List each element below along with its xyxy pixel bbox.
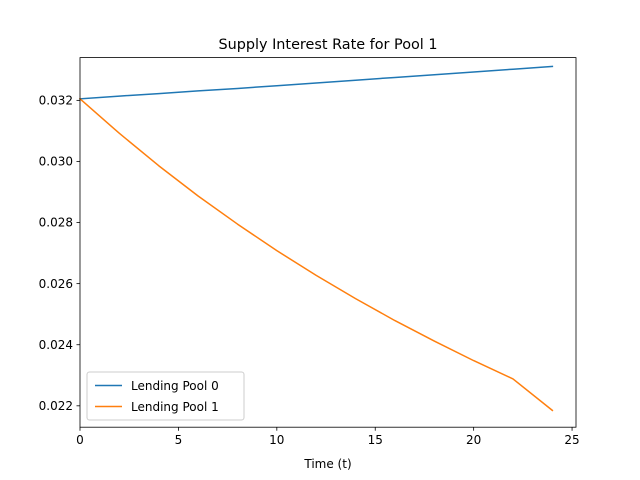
- series-line-1: [78, 97, 554, 412]
- axes-frame: [79, 57, 577, 428]
- legend: Lending Pool 0 Lending Pool 1: [86, 371, 245, 421]
- y-axis: 0.022 0.024 0.026 0.028 0.030 0.032: [39, 94, 80, 413]
- x-axis-label: Time (t): [303, 457, 351, 471]
- x-tick-label: 20: [466, 433, 481, 447]
- x-axis: 0 5 10 15 20 25: [76, 427, 580, 447]
- y-tick-label: 0.032: [39, 94, 73, 108]
- x-tick-label: 25: [564, 433, 579, 447]
- legend-label-0: Lending Pool 0: [131, 379, 219, 393]
- x-tick-label: 5: [175, 433, 183, 447]
- plot-area: [78, 65, 554, 412]
- y-tick-label: 0.022: [39, 399, 73, 413]
- x-tick-label: 15: [368, 433, 383, 447]
- y-tick-label: 0.024: [39, 338, 73, 352]
- y-tick-label: 0.030: [39, 155, 73, 169]
- legend-frame: [86, 371, 245, 421]
- x-tick-label: 0: [76, 433, 84, 447]
- chart-title: Supply Interest Rate for Pool 1: [218, 37, 437, 53]
- legend-label-1: Lending Pool 1: [131, 400, 219, 414]
- y-tick-label: 0.028: [39, 216, 73, 230]
- x-tick-label: 10: [269, 433, 284, 447]
- series-line-0: [79, 65, 554, 100]
- y-tick-label: 0.026: [39, 277, 73, 291]
